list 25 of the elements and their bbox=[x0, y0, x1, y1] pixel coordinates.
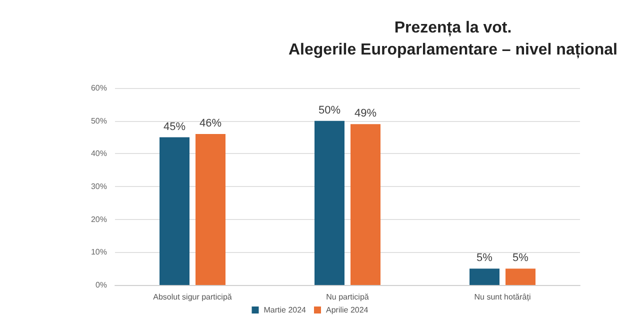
data-label: 5% bbox=[512, 252, 529, 264]
y-tick-label: 20% bbox=[90, 214, 107, 224]
y-tick-label: 50% bbox=[90, 116, 107, 126]
bar bbox=[506, 268, 536, 285]
x-tick-label: Nu sunt hotărâți bbox=[474, 292, 531, 302]
data-label: 49% bbox=[354, 108, 377, 120]
data-label: 50% bbox=[318, 104, 341, 116]
y-tick-label: 30% bbox=[90, 182, 107, 191]
chart-title: Prezența la vot. Alegerile Europarlamentare – nivel național bbox=[288, 20, 618, 58]
y-tick-label: 60% bbox=[90, 84, 107, 92]
data-label: 45% bbox=[163, 120, 186, 133]
y-tick-label: 0% bbox=[95, 280, 107, 290]
bar bbox=[314, 120, 344, 285]
bar bbox=[470, 268, 500, 285]
bar bbox=[350, 124, 380, 285]
legend-label: Martie 2024 bbox=[264, 306, 307, 314]
y-tick-label: 10% bbox=[90, 248, 107, 257]
y-tick-label: 40% bbox=[90, 149, 107, 158]
x-tick-label: Absolut sigur participă bbox=[153, 292, 232, 302]
data-label: 46% bbox=[199, 117, 222, 130]
x-tick-label: Nu participă bbox=[326, 292, 370, 302]
bar bbox=[196, 134, 226, 285]
data-label: 5% bbox=[476, 252, 493, 264]
bar bbox=[160, 137, 190, 285]
legend-label: Aprilie 2024 bbox=[326, 306, 369, 314]
